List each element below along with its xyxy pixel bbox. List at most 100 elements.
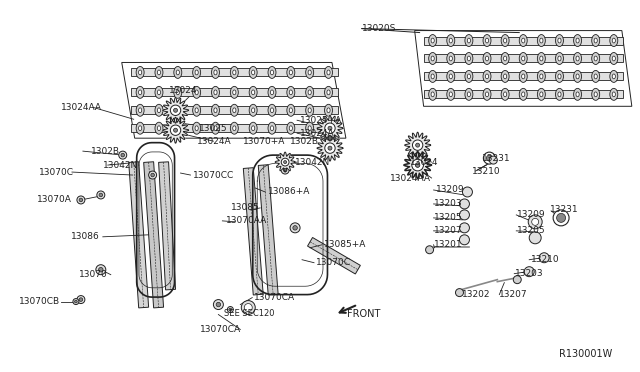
Circle shape bbox=[244, 304, 252, 311]
Circle shape bbox=[460, 199, 469, 209]
Ellipse shape bbox=[306, 67, 314, 78]
Polygon shape bbox=[308, 237, 360, 274]
Ellipse shape bbox=[483, 52, 491, 64]
Ellipse shape bbox=[268, 67, 276, 78]
Text: 13070CC: 13070CC bbox=[193, 170, 234, 180]
Text: 13086+A: 13086+A bbox=[268, 187, 310, 196]
Circle shape bbox=[486, 155, 492, 161]
Circle shape bbox=[426, 246, 433, 254]
Ellipse shape bbox=[485, 92, 488, 97]
Ellipse shape bbox=[594, 74, 597, 79]
Text: 13020S: 13020S bbox=[362, 24, 396, 33]
Ellipse shape bbox=[449, 56, 452, 61]
Polygon shape bbox=[131, 124, 338, 132]
Ellipse shape bbox=[431, 38, 435, 43]
Ellipse shape bbox=[324, 86, 333, 98]
Ellipse shape bbox=[230, 67, 238, 78]
Text: 13201: 13201 bbox=[433, 240, 462, 249]
Ellipse shape bbox=[540, 38, 543, 43]
Circle shape bbox=[415, 143, 420, 147]
Ellipse shape bbox=[465, 35, 473, 46]
Ellipse shape bbox=[271, 108, 273, 113]
Ellipse shape bbox=[431, 92, 435, 97]
Text: 13070AA: 13070AA bbox=[227, 217, 268, 225]
Ellipse shape bbox=[155, 104, 163, 116]
Text: 13231: 13231 bbox=[483, 154, 511, 163]
Polygon shape bbox=[163, 117, 189, 143]
Ellipse shape bbox=[594, 92, 597, 97]
Circle shape bbox=[415, 163, 420, 167]
Circle shape bbox=[412, 160, 423, 170]
Circle shape bbox=[173, 108, 177, 112]
Circle shape bbox=[75, 300, 77, 303]
Circle shape bbox=[490, 156, 497, 164]
Ellipse shape bbox=[538, 52, 545, 64]
Ellipse shape bbox=[485, 74, 488, 79]
Polygon shape bbox=[424, 54, 623, 62]
Circle shape bbox=[241, 301, 255, 314]
Ellipse shape bbox=[308, 70, 311, 75]
Circle shape bbox=[151, 173, 154, 177]
Ellipse shape bbox=[271, 126, 273, 131]
Ellipse shape bbox=[504, 56, 507, 61]
Ellipse shape bbox=[556, 52, 563, 64]
Circle shape bbox=[284, 161, 287, 164]
Ellipse shape bbox=[522, 38, 525, 43]
Ellipse shape bbox=[271, 70, 273, 75]
Ellipse shape bbox=[176, 108, 179, 113]
Polygon shape bbox=[131, 106, 338, 114]
Ellipse shape bbox=[174, 67, 182, 78]
Polygon shape bbox=[415, 31, 632, 106]
Circle shape bbox=[216, 302, 221, 307]
Ellipse shape bbox=[501, 70, 509, 82]
Ellipse shape bbox=[556, 89, 563, 100]
Ellipse shape bbox=[465, 89, 473, 100]
Ellipse shape bbox=[429, 35, 436, 46]
Circle shape bbox=[460, 223, 469, 233]
Polygon shape bbox=[404, 152, 431, 178]
Polygon shape bbox=[424, 90, 623, 98]
Ellipse shape bbox=[252, 108, 255, 113]
Polygon shape bbox=[131, 68, 338, 76]
Ellipse shape bbox=[289, 70, 292, 75]
Ellipse shape bbox=[610, 89, 618, 100]
Ellipse shape bbox=[431, 74, 435, 79]
Ellipse shape bbox=[504, 38, 507, 43]
Ellipse shape bbox=[155, 86, 163, 98]
Ellipse shape bbox=[136, 122, 144, 134]
Text: 13207: 13207 bbox=[433, 226, 462, 235]
Ellipse shape bbox=[610, 52, 618, 64]
Ellipse shape bbox=[252, 70, 255, 75]
Circle shape bbox=[148, 171, 157, 179]
Ellipse shape bbox=[573, 52, 582, 64]
Polygon shape bbox=[243, 168, 263, 295]
Circle shape bbox=[524, 267, 534, 277]
Circle shape bbox=[73, 299, 79, 305]
Polygon shape bbox=[143, 162, 164, 308]
Circle shape bbox=[170, 105, 180, 115]
Ellipse shape bbox=[230, 104, 238, 116]
Ellipse shape bbox=[519, 52, 527, 64]
Text: 13024AA: 13024AA bbox=[390, 173, 431, 183]
Ellipse shape bbox=[576, 74, 579, 79]
Ellipse shape bbox=[447, 89, 455, 100]
Ellipse shape bbox=[233, 70, 236, 75]
Text: 13024: 13024 bbox=[410, 158, 438, 167]
Ellipse shape bbox=[558, 38, 561, 43]
Ellipse shape bbox=[211, 86, 220, 98]
Polygon shape bbox=[424, 36, 623, 45]
Ellipse shape bbox=[324, 122, 333, 134]
Ellipse shape bbox=[214, 108, 217, 113]
Text: 13085: 13085 bbox=[231, 203, 260, 212]
Ellipse shape bbox=[249, 104, 257, 116]
Text: 13070C: 13070C bbox=[316, 258, 351, 267]
Ellipse shape bbox=[287, 67, 295, 78]
Ellipse shape bbox=[501, 52, 509, 64]
Text: 13024A: 13024A bbox=[196, 137, 231, 146]
Circle shape bbox=[324, 143, 335, 153]
Ellipse shape bbox=[214, 126, 217, 131]
Ellipse shape bbox=[485, 56, 488, 61]
Ellipse shape bbox=[612, 56, 616, 61]
Polygon shape bbox=[159, 162, 175, 290]
Ellipse shape bbox=[327, 70, 330, 75]
